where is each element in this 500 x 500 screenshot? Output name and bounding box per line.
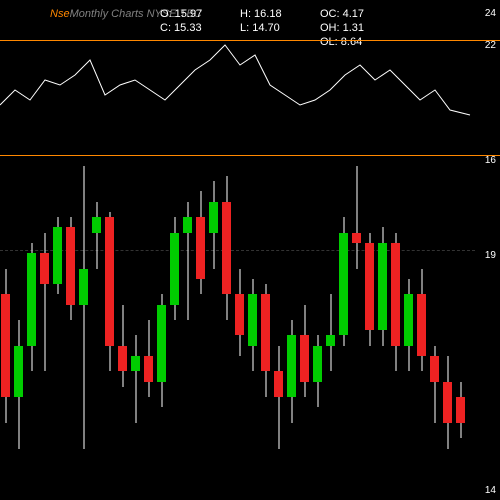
candle	[325, 0, 336, 500]
candle	[442, 0, 453, 500]
candle	[351, 0, 362, 500]
candle	[0, 0, 11, 500]
candle-body	[118, 346, 127, 372]
candle	[195, 0, 206, 500]
candle-body	[430, 356, 439, 382]
candle-body	[79, 269, 88, 305]
candle	[273, 0, 284, 500]
candle-body	[209, 202, 218, 233]
candle	[208, 0, 219, 500]
candle-body	[235, 294, 244, 335]
candle-body	[391, 243, 400, 346]
candle	[143, 0, 154, 500]
candle-body	[404, 294, 413, 345]
candle	[117, 0, 128, 500]
candle	[260, 0, 271, 500]
candle	[403, 0, 414, 500]
candle-body	[92, 217, 101, 232]
candle	[221, 0, 232, 500]
candle	[455, 0, 466, 500]
chart-container: NseMonthly Charts NYSE TBC O: 15.97 H: 1…	[0, 0, 500, 500]
axis-label: 19	[485, 250, 496, 261]
candle	[156, 0, 167, 500]
candle-body	[456, 397, 465, 423]
candle-wick	[83, 166, 84, 449]
candle-body	[339, 233, 348, 336]
candle-body	[443, 382, 452, 423]
candle-body	[248, 294, 257, 345]
candle-body	[183, 217, 192, 232]
candle	[52, 0, 63, 500]
candle	[26, 0, 37, 500]
candle	[234, 0, 245, 500]
candle-body	[378, 243, 387, 330]
candle-body	[274, 371, 283, 397]
candle	[286, 0, 297, 500]
candle-body	[27, 253, 36, 346]
candle-wick	[356, 166, 357, 269]
candle	[377, 0, 388, 500]
candle-wick	[278, 346, 279, 449]
candle	[39, 0, 50, 500]
candle-body	[313, 346, 322, 382]
candle-body	[196, 217, 205, 279]
candle	[390, 0, 401, 500]
candle-body	[144, 356, 153, 382]
candle	[429, 0, 440, 500]
candle-body	[287, 335, 296, 397]
candle-body	[40, 253, 49, 284]
candle	[247, 0, 258, 500]
candle-body	[352, 233, 361, 243]
candle-body	[14, 346, 23, 397]
candle	[65, 0, 76, 500]
candle-body	[131, 356, 140, 371]
candle-wick	[96, 202, 97, 269]
candle	[299, 0, 310, 500]
axis-label: 14	[485, 485, 496, 496]
axis-label: 24	[485, 8, 496, 19]
candle-body	[222, 202, 231, 295]
candle	[182, 0, 193, 500]
candle	[91, 0, 102, 500]
candle	[312, 0, 323, 500]
candle-body	[300, 335, 309, 381]
candle-wick	[330, 294, 331, 371]
candle	[169, 0, 180, 500]
candle-body	[66, 227, 75, 304]
candle-body	[170, 233, 179, 305]
candle-body	[157, 305, 166, 382]
candle	[364, 0, 375, 500]
candle-body	[53, 227, 62, 284]
candle	[104, 0, 115, 500]
candle	[416, 0, 427, 500]
candle-body	[1, 294, 10, 397]
candle	[78, 0, 89, 500]
candle-wick	[135, 335, 136, 422]
candle	[13, 0, 24, 500]
candle-body	[365, 243, 374, 330]
candle-body	[417, 294, 426, 356]
candle-body	[261, 294, 270, 371]
candle	[130, 0, 141, 500]
candle	[338, 0, 349, 500]
candle-body	[105, 217, 114, 346]
candle-body	[326, 335, 335, 345]
